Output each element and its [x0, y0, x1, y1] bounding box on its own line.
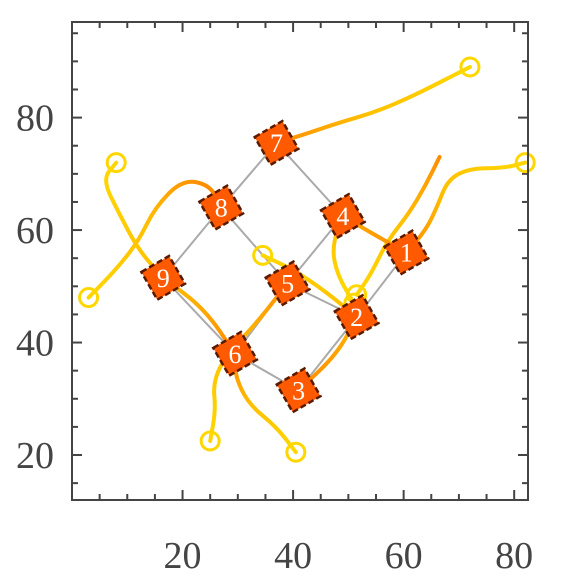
trajectory-path [404, 160, 528, 255]
robot-label: 1 [400, 239, 413, 268]
y-tick-label: 40 [16, 323, 54, 365]
x-tick-label: 60 [385, 535, 423, 577]
trajectory-start-marker [78, 287, 100, 309]
robot-body [319, 192, 367, 240]
robot-label: 8 [215, 194, 228, 223]
plot-frame [71, 21, 529, 501]
robot-label: 3 [292, 376, 305, 405]
y-tick-label: 20 [16, 435, 54, 477]
x-tick-label: 40 [274, 535, 312, 577]
trajectory-start-marker [459, 56, 481, 78]
robot-marker [382, 229, 430, 277]
robot-marker [252, 119, 301, 167]
robot-marker [319, 192, 367, 240]
robot-body [252, 119, 301, 167]
robot-body [211, 330, 259, 378]
trajectory-path [208, 281, 290, 443]
trajectories [78, 56, 536, 463]
robot-label: 2 [350, 303, 363, 332]
robot-body [139, 254, 187, 302]
trajectory-start-marker [514, 152, 536, 174]
robot-body [382, 229, 430, 277]
robots: 1 2 3 4 5 6 7 8 9 [139, 119, 430, 414]
robot-marker [333, 293, 381, 341]
robot-marker [139, 254, 187, 302]
trajectory-path [233, 351, 298, 455]
trajectory-start-marker [285, 441, 307, 463]
robot-body [197, 184, 245, 232]
robot-body [275, 366, 323, 414]
trajectory-path [274, 64, 472, 145]
robot-label: 4 [336, 202, 349, 231]
trajectory-start-marker [252, 244, 274, 266]
trajectory-start-marker [105, 152, 127, 174]
trajectory-path [354, 154, 442, 297]
robot-marker [263, 259, 312, 308]
y-tick-label: 60 [16, 210, 54, 252]
robot-marker [211, 330, 259, 378]
robot-label: 9 [157, 264, 170, 293]
trajectory-path [104, 160, 238, 356]
robot-marker [197, 184, 245, 232]
robot-marker [275, 366, 323, 414]
y-tick-label: 80 [16, 98, 54, 140]
x-tick-label: 20 [164, 535, 202, 577]
robot-label: 6 [229, 340, 242, 369]
robot-body [263, 259, 312, 308]
robot-body [333, 293, 381, 341]
trajectory-path [86, 179, 224, 300]
robot-label: 7 [270, 129, 283, 158]
x-tick-label: 80 [495, 535, 533, 577]
trajectory-start-marker [199, 430, 221, 452]
axes: 20 40 60 80 20 40 60 80 [16, 22, 533, 577]
robot-label: 5 [281, 269, 294, 298]
